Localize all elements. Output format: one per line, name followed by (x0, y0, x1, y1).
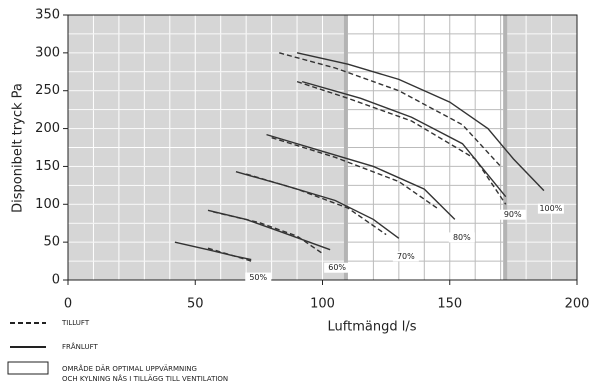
x-tick-label: 100 (310, 297, 335, 312)
y-tick-label: 100 (35, 197, 60, 212)
x-tick-label: 200 (565, 297, 590, 312)
exhaust-curve (301, 80, 507, 198)
curve-label-bg (245, 272, 272, 283)
y-tick-label: 250 (35, 83, 60, 98)
y-tick-label: 0 (52, 273, 60, 288)
exhaust-curve (174, 241, 252, 261)
legend-label: TILLUFT (61, 319, 90, 327)
y-tick-label: 150 (35, 159, 60, 174)
y-axis-label: Disponibelt tryck Pa (11, 83, 26, 213)
legend-label: FRÅNLUFT (62, 342, 98, 351)
curve-label-bg (499, 209, 526, 220)
region-edge (503, 15, 508, 280)
y-tick-label: 300 (35, 45, 60, 60)
y-tick-label: 50 (43, 235, 60, 250)
supply-curve (296, 80, 507, 205)
exhaust-curve (266, 133, 456, 220)
legend-region-label: OCH KYLNING NÅS I TILLÄGG TILL VENTILATI… (62, 374, 228, 383)
supply-curve (271, 136, 438, 209)
exhaust-curve (207, 209, 331, 251)
curve-label: 50% (249, 273, 267, 282)
curve-label-bg (537, 203, 564, 214)
x-axis-label: Luftmängd l/s (328, 320, 417, 335)
curve-label: 80% (453, 233, 471, 242)
curve-label-bg (448, 232, 475, 243)
curve-label: 70% (397, 252, 415, 261)
x-tick-label: 150 (437, 297, 462, 312)
x-tick-label: 50 (187, 297, 204, 312)
curve-label-bg (392, 251, 419, 262)
exhaust-curve (235, 171, 400, 239)
curve-label: 90% (504, 210, 522, 219)
x-tick-label: 0 (64, 297, 72, 312)
y-tick-label: 200 (35, 121, 60, 136)
curve-label: 60% (328, 263, 346, 272)
legend-region-label: OMRÅDE DÄR OPTIMAL UPPVÄRMNING (62, 364, 197, 373)
exhaust-curve (296, 52, 545, 192)
supply-curve (212, 211, 323, 255)
supply-curve (279, 52, 502, 167)
legend-region-box (7, 361, 49, 375)
y-tick-label: 350 (35, 8, 60, 23)
region-edge (343, 15, 348, 280)
curve-label: 100% (539, 204, 562, 213)
curve-label-bg (324, 262, 351, 273)
